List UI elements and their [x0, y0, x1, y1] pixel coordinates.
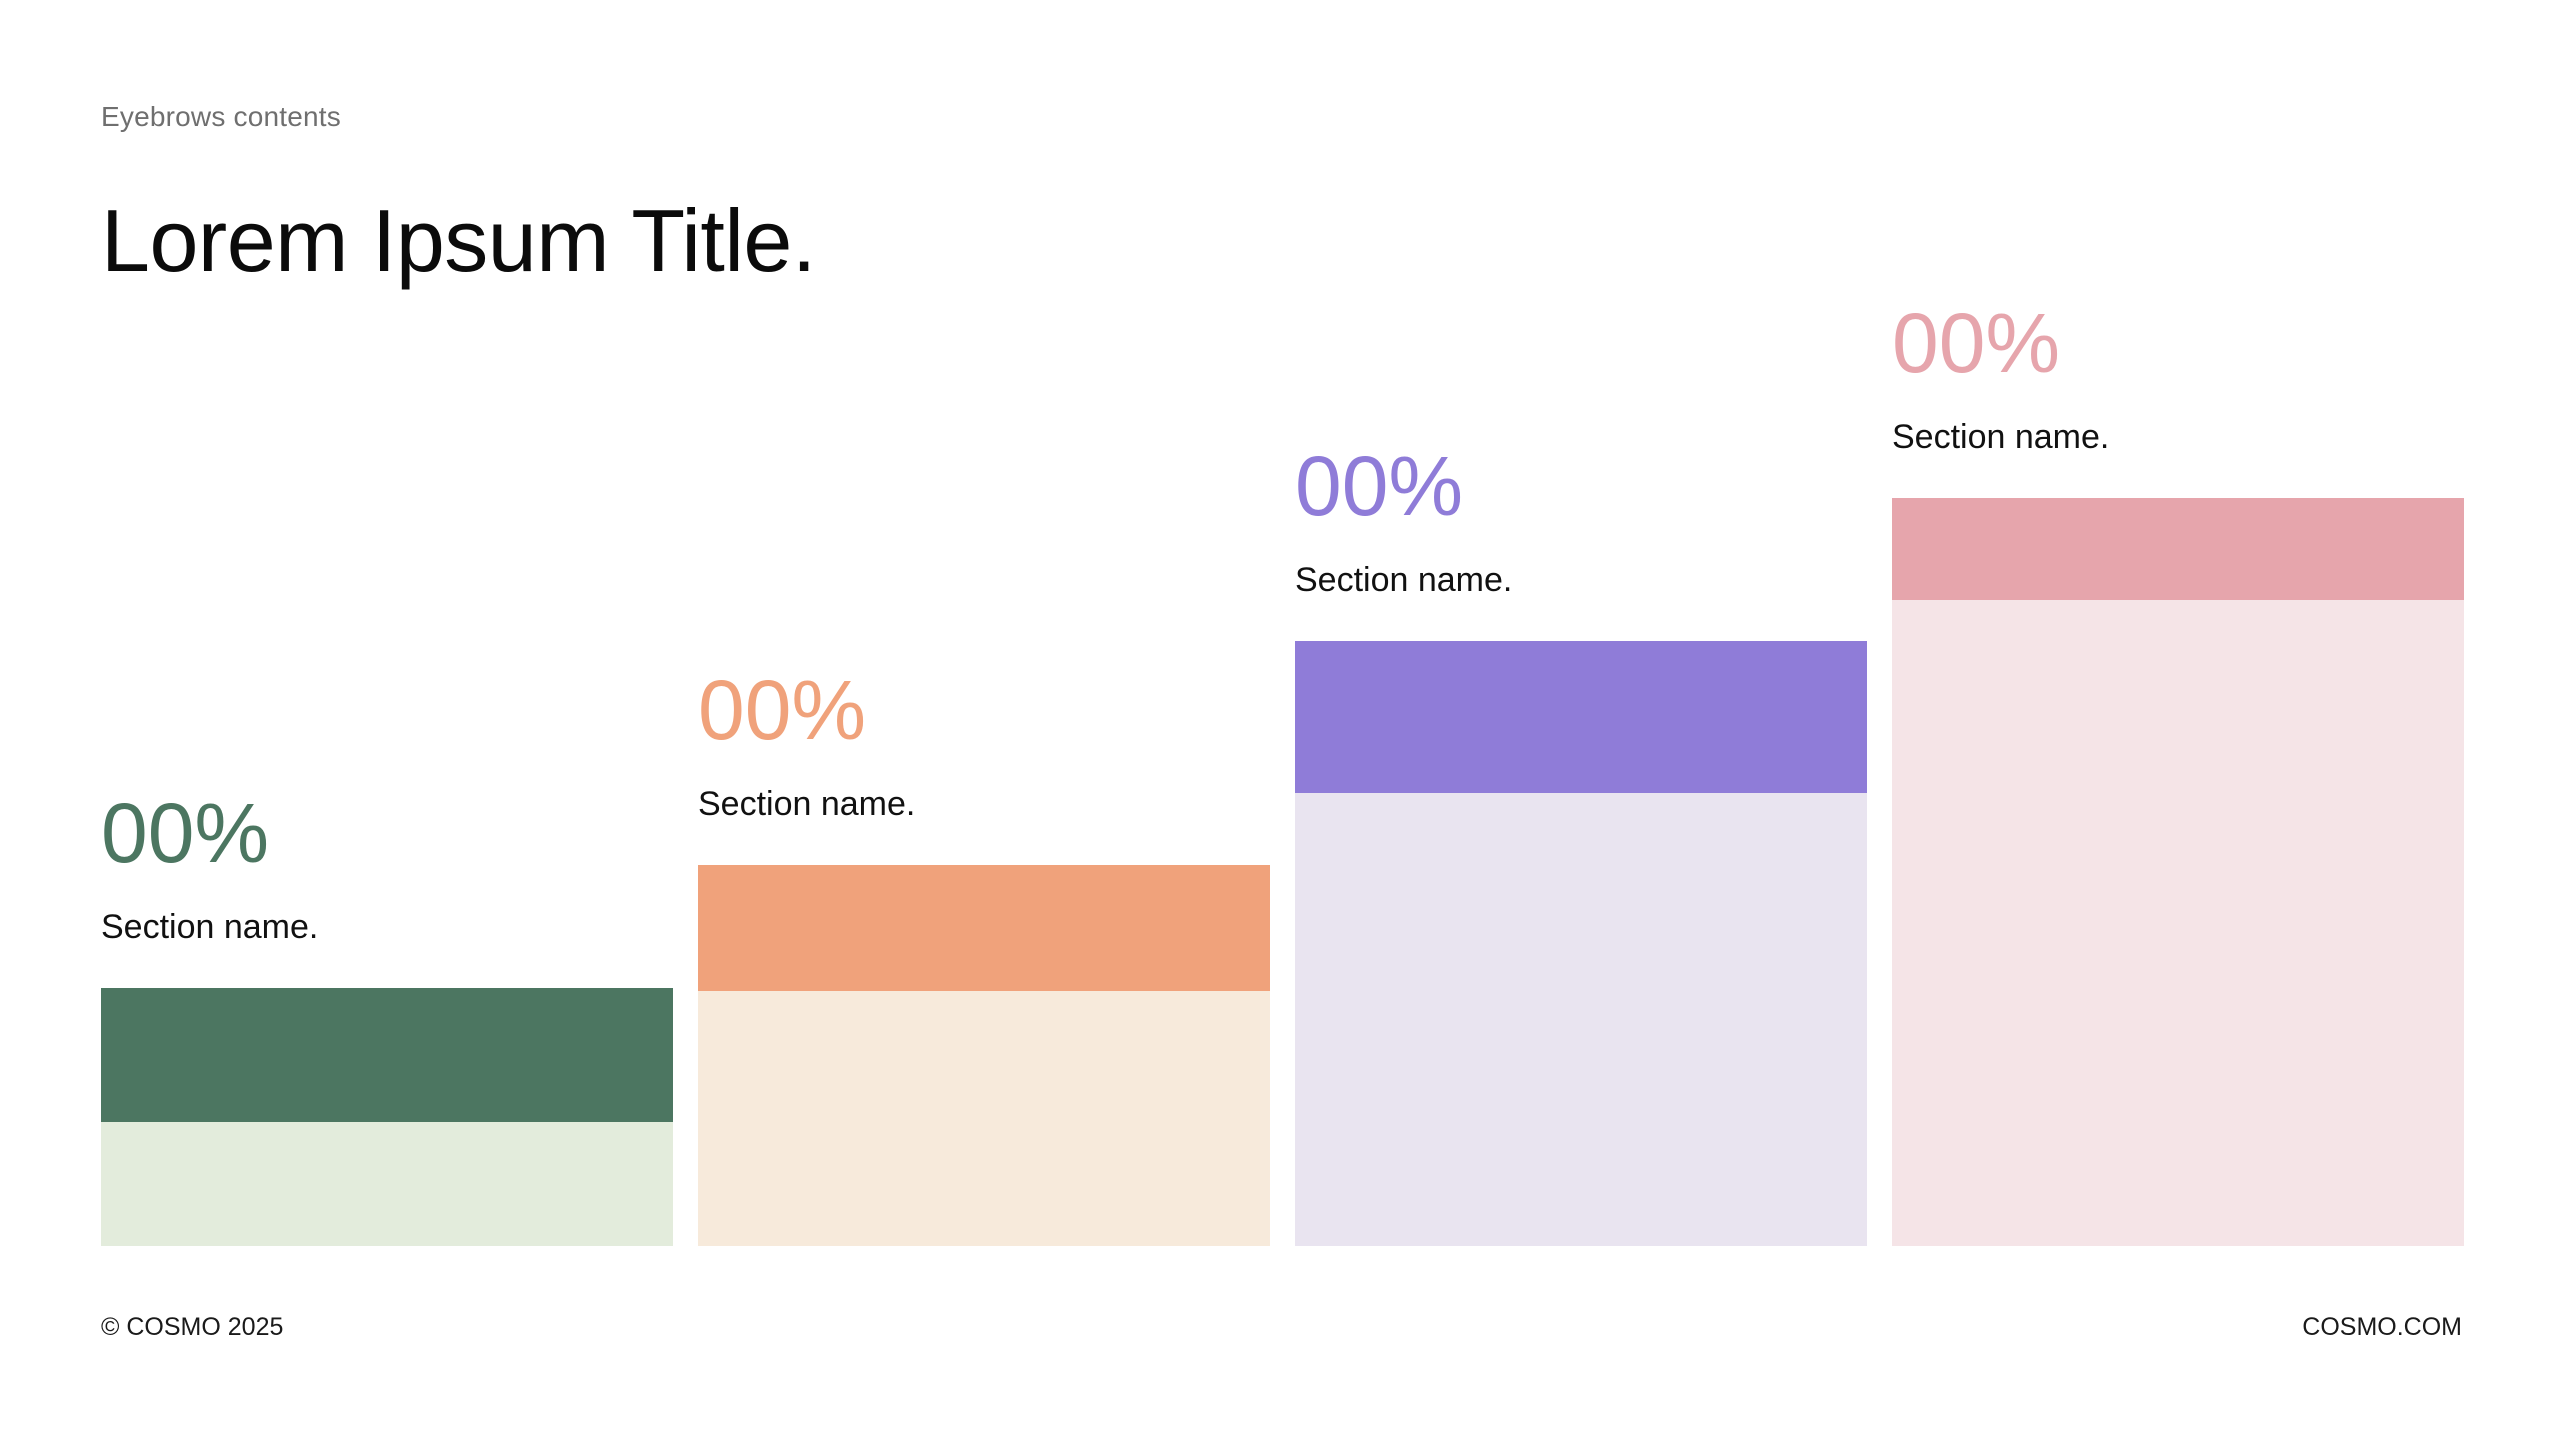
value-label: 00% — [1892, 295, 2061, 390]
chart-column-3: 00% Section name. — [1295, 438, 1867, 1246]
bar — [1892, 498, 2464, 1246]
value-label: 00% — [101, 785, 270, 880]
bar-chart: 00% Section name. 00% Section name. 00% … — [101, 295, 2464, 1246]
chart-column-1: 00% Section name. — [101, 785, 673, 1246]
category-label: Section name. — [1295, 561, 1513, 600]
bar-light-body — [101, 1122, 673, 1246]
bar — [1295, 641, 1867, 1246]
copyright-text: © COSMO 2025 — [101, 1313, 284, 1341]
website-text: COSMO.COM — [2302, 1313, 2462, 1341]
category-label: Section name. — [101, 908, 319, 947]
category-label: Section name. — [698, 785, 916, 824]
footer: © COSMO 2025 COSMO.COM — [101, 1312, 2462, 1342]
chart-column-2: 00% Section name. — [698, 662, 1270, 1246]
bar — [101, 988, 673, 1246]
value-label: 00% — [1295, 438, 1464, 533]
bar-dark-band — [101, 988, 673, 1122]
page-title: Lorem Ipsum Title. — [101, 191, 816, 290]
value-label: 00% — [698, 662, 867, 757]
bar-light-body — [1295, 793, 1867, 1246]
eyebrow-text: Eyebrows contents — [101, 101, 341, 132]
bar-light-body — [1892, 600, 2464, 1246]
bar-dark-band — [1892, 498, 2464, 600]
bar-dark-band — [1295, 641, 1867, 793]
bar-dark-band — [698, 865, 1270, 991]
chart-column-4: 00% Section name. — [1892, 295, 2464, 1246]
bar — [698, 865, 1270, 1246]
bar-light-body — [698, 991, 1270, 1246]
category-label: Section name. — [1892, 418, 2110, 457]
